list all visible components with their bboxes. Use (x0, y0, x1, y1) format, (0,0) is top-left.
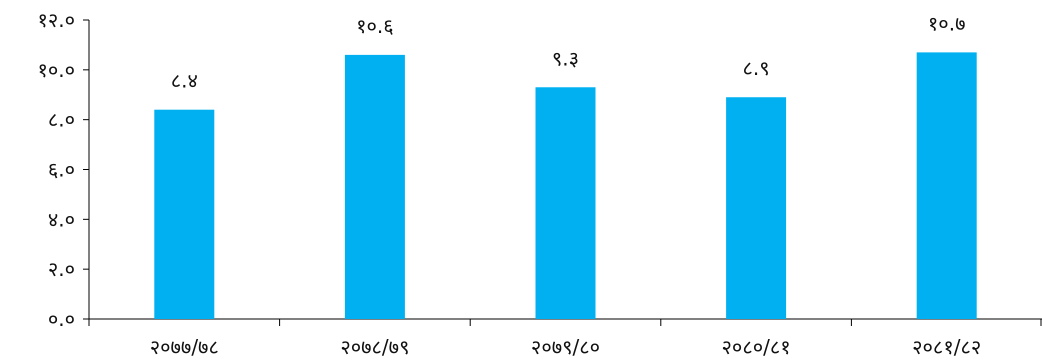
bar-value-label: ८.४ (171, 69, 198, 93)
y-tick-label: १०.० (37, 58, 75, 82)
y-tick-label: १२.० (37, 8, 75, 32)
bar (726, 97, 787, 319)
bar-value-label: ९.३ (552, 46, 579, 70)
x-category-label: २०८०/८१ (722, 335, 791, 359)
y-tick-label: ४.० (48, 207, 75, 231)
y-tick-label: ०.० (48, 307, 75, 331)
y-axis: ०.० २.० ४.० ६.० ८.० १०.० १२.० (37, 8, 90, 331)
x-category-label: २०८१/८२ (912, 335, 981, 359)
bar-value-label: १०.६ (356, 14, 394, 38)
y-tick-label: ८.० (48, 108, 75, 132)
y-tick-label: २.० (48, 257, 75, 281)
bars: ८.४ १०.६ ९.३ ८.९ १०.७ (154, 11, 977, 320)
bar (916, 52, 977, 320)
y-tick-label: ६.० (48, 158, 75, 182)
x-axis: २०७७/७८ २०७८/७९ २०७९/८० २०८०/८१ २०८१/८२ (88, 318, 1042, 359)
x-category-label: २०७७/७८ (150, 335, 219, 359)
x-category-label: २०७८/७९ (340, 335, 409, 359)
bar-value-label: १०.७ (928, 11, 966, 35)
bar (154, 109, 215, 319)
x-category-label: २०७९/८० (531, 335, 600, 359)
bar-value-label: ८.९ (743, 56, 770, 80)
bar (344, 54, 405, 320)
bar (535, 87, 596, 320)
